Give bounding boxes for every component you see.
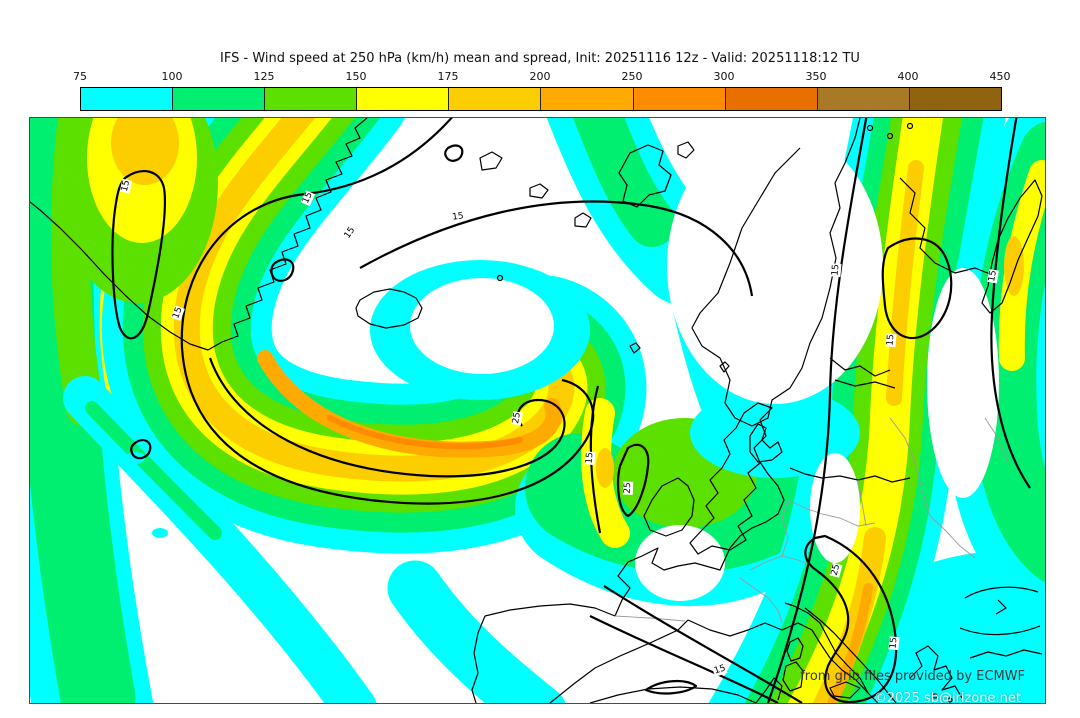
colorbar-ticks: 75 100 125 150 175 200 250 300 350 400 450 (73, 70, 1011, 85)
colorbar-tick: 450 (989, 70, 1011, 83)
colorbar-segment (81, 88, 173, 110)
attribution-text: from grib files provided by ECMWF (800, 669, 1025, 684)
colorbar-tick: 350 (805, 70, 827, 83)
colorbar-tick: 200 (529, 70, 551, 83)
colorbar-tick: 125 (253, 70, 275, 83)
weather-map (30, 118, 1045, 703)
colorbar-tick: 150 (345, 70, 367, 83)
colorbar-segments (80, 87, 1002, 111)
colorbar-segment (540, 88, 633, 110)
colorbar-segment (356, 88, 449, 110)
spread-contours (111, 118, 1031, 703)
colorbar-tick: 100 (161, 70, 183, 83)
colorbar-segment (632, 88, 725, 110)
colorbar-segment (264, 88, 357, 110)
colorbar-segment (172, 88, 265, 110)
colorbar-tick: 300 (713, 70, 735, 83)
copyright-text: ©2025 sb@irizone.net (873, 691, 1021, 704)
colorbar-segment (724, 88, 817, 110)
colorbar-tick: 175 (437, 70, 459, 83)
coastlines (30, 118, 1043, 703)
colorbar-segment (448, 88, 541, 110)
colorbar-tick: 75 (73, 70, 87, 83)
colorbar-segment (816, 88, 909, 110)
borders (614, 417, 1009, 624)
colorbar-tick: 400 (897, 70, 919, 83)
map-panel: 15 15 15 15 15 15 15 15 15 25 25 25 15 15 from grib f… (29, 117, 1046, 704)
colorbar-tick: 250 (621, 70, 643, 83)
chart-title: IFS - Wind speed at 250 hPa (km/h) mean … (220, 51, 860, 66)
colorbar: 75 100 125 150 175 200 250 300 350 400 450 (73, 70, 1011, 111)
colorbar-segment (908, 88, 1001, 110)
